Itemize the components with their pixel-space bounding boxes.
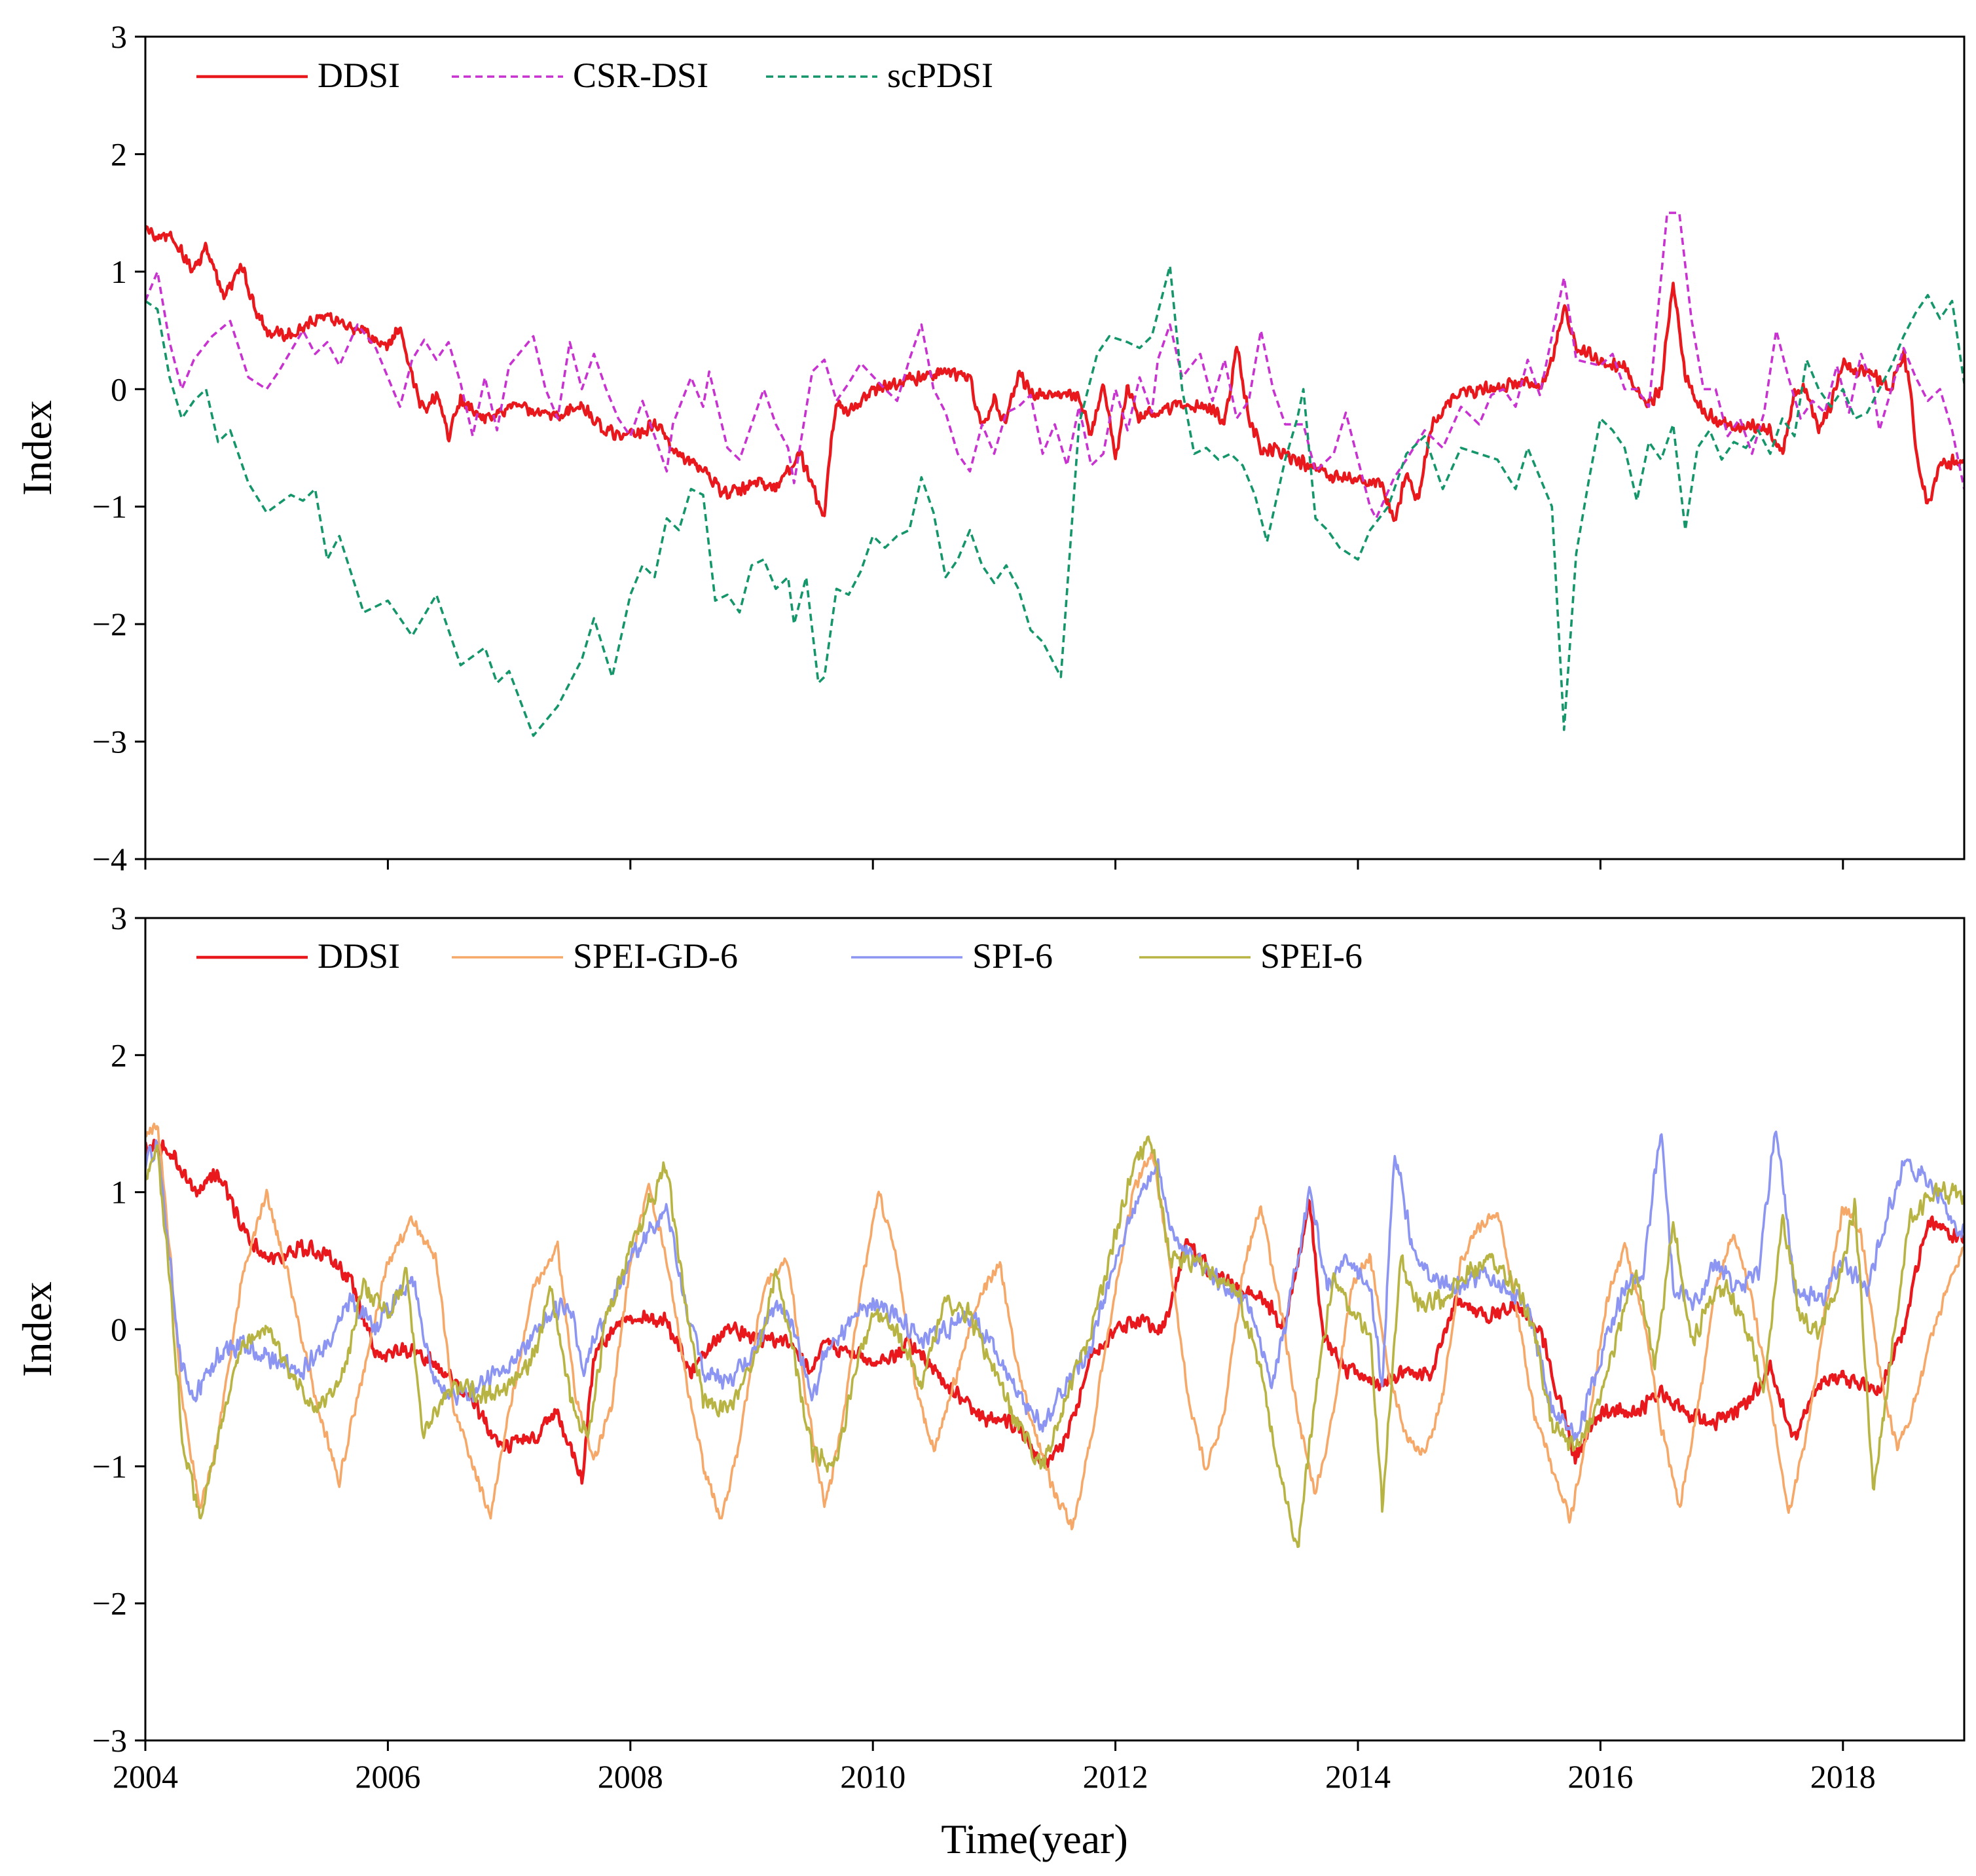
y-tick-label: −2	[92, 1585, 127, 1622]
y-tick-label: 2	[111, 136, 127, 172]
y-tick-label: −3	[92, 1722, 127, 1759]
y-tick-label: 1	[111, 253, 127, 290]
legend-label-scpdsi: scPDSI	[887, 56, 993, 95]
x-tick-label: 2018	[1810, 1758, 1876, 1795]
series-group	[145, 212, 1964, 737]
x-tick-label: 2006	[355, 1758, 420, 1795]
x-tick-label: 2016	[1567, 1758, 1633, 1795]
series-group	[145, 1122, 1964, 1549]
y-tick-label: 3	[111, 900, 127, 936]
legend-label-spei-6: SPEI-6	[1260, 936, 1363, 976]
series-line-spi-6	[145, 1130, 1964, 1443]
y-tick-label: 3	[111, 18, 127, 55]
y-axis-title: Index	[14, 1281, 60, 1377]
legend: DDSI CSR-DSI scPDSI	[196, 56, 993, 95]
plot-frame	[144, 917, 1966, 1742]
y-tick-label: −1	[92, 488, 127, 525]
series-line-scpdsi	[145, 265, 1964, 737]
legend-label-spei-gd-6: SPEI-GD-6	[573, 936, 738, 976]
series-line-spei-6	[145, 1135, 1964, 1549]
legend-label-ddsi: DDSI	[318, 936, 400, 976]
panel-top: −4 −3 −2 −1 0 1 2 3 Index DDSI CSR-DSI scPDSI	[14, 18, 1966, 877]
x-tick-label: 2014	[1325, 1758, 1391, 1795]
y-tick-label: −4	[92, 841, 127, 877]
y-tick-label: −1	[92, 1448, 127, 1484]
x-tick-label: 2010	[840, 1758, 906, 1795]
legend: DDSI SPEI-GD-6 SPI-6 SPEI-6	[196, 936, 1363, 976]
y-tick-label: 2	[111, 1037, 127, 1073]
legend-label-ddsi: DDSI	[318, 56, 400, 95]
y-axis-title: Index	[14, 400, 60, 496]
x-tick-label: 2004	[113, 1758, 178, 1795]
x-tick-label: 2012	[1083, 1758, 1148, 1795]
x-axis-title: Time(year)	[941, 1816, 1128, 1862]
legend-label-spi-6: SPI-6	[972, 936, 1053, 976]
y-tick-label: −3	[92, 724, 127, 760]
y-tick-label: −2	[92, 606, 127, 642]
panel-bottom: −3 −2 −1 0 1 2 3 2004 2006 2008 2010 2012 2014 2016 20…	[14, 900, 1966, 1795]
series-line-ddsi	[145, 225, 1964, 523]
series-line-csr-dsi	[145, 212, 1964, 520]
y-tick-label: 1	[111, 1174, 127, 1211]
y-tick-label: 0	[111, 1311, 127, 1348]
plot-frame	[144, 35, 1966, 860]
y-tick-label: 0	[111, 371, 127, 407]
legend-label-csr-dsi: CSR-DSI	[573, 56, 708, 95]
x-tick-label: 2008	[598, 1758, 663, 1795]
series-line-spei-gd-6	[145, 1122, 1964, 1531]
